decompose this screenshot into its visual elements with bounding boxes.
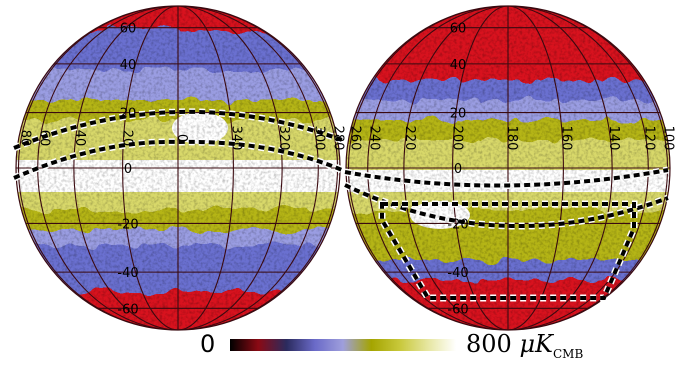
latitude-label: 40 [120,58,137,73]
longitude-label: 120 [641,126,656,151]
colorbar [230,339,456,351]
meridian-line [507,6,649,330]
latitude-label: 20 [120,107,137,122]
longitude-label: 240 [367,126,382,151]
meridian-line [403,6,509,330]
mask-outlines [12,108,670,302]
meridian-line [177,6,283,330]
longitude-label: 200 [450,126,465,151]
left-texture [16,6,340,330]
meridian-line [347,6,509,330]
latitude-label: -60 [447,302,468,317]
latitude-label: 60 [450,22,467,37]
meridian-line [367,6,509,330]
longitude-label: 320 [276,126,291,151]
meridian-line [507,6,613,330]
meridian-line [177,6,234,330]
left-graticule [16,6,340,330]
longitude-label: 100 [660,126,675,151]
longitude-label: 300 [311,126,326,151]
right-graticule [346,6,670,330]
meridian-line [122,6,179,330]
longitude-label: 60 [37,130,52,147]
longitude-label: 160 [558,126,573,151]
longitude-label: 220 [402,126,417,151]
meridian-line [177,6,319,330]
latitude-label: -20 [447,217,468,232]
latitude-label: 0 [454,162,462,177]
colorbar-max-label: 800 μKCMB [466,330,583,361]
latitude-label: -40 [117,266,138,281]
longitude-label: 280 [330,126,345,151]
colorbar-unit: μK [519,330,553,358]
longitude-label: 180 [504,126,519,151]
meridian-line [73,6,179,330]
latitude-label: 60 [120,22,137,37]
right-hemisphere-map [346,6,670,330]
latitude-label: 40 [450,58,467,73]
latitude-label: 20 [450,107,467,122]
longitude-label: 20 [120,130,135,147]
meridian-line [452,6,509,330]
latitude-label: -60 [117,302,138,317]
longitude-label: 260 [348,126,363,151]
latitude-label: -40 [447,266,468,281]
left-hemisphere-map [16,6,340,330]
colorbar-max-value: 800 [466,330,512,358]
latitude-label: 0 [124,162,132,177]
longitude-label: 0 [174,134,189,142]
colorbar-min-label: 0 [200,330,216,358]
right-texture [346,6,670,330]
meridian-line [507,6,564,330]
longitude-label: 140 [606,126,621,151]
latitude-label: -20 [117,217,138,232]
colorbar-unit-subscript: CMB [552,346,584,361]
longitude-label: 340 [228,126,243,151]
longitude-label: 40 [72,130,87,147]
longitude-label: 80 [18,130,33,147]
meridian-line [17,6,179,330]
